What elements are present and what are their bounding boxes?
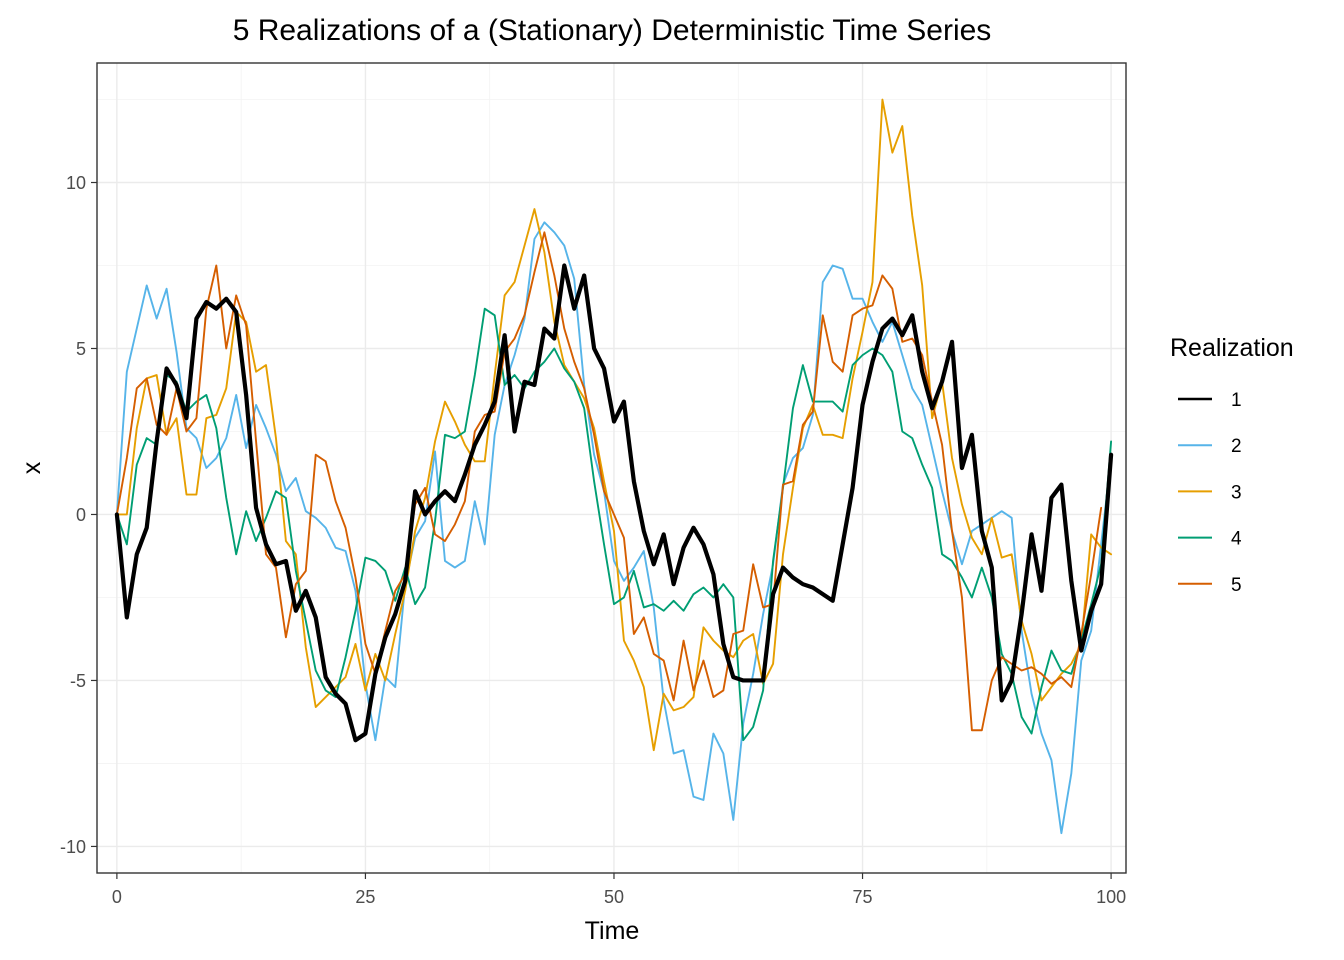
legend-label-2: 2 bbox=[1231, 436, 1242, 457]
legend: Realization 1 2 3 4 5 bbox=[1170, 334, 1294, 596]
legend-label-1: 1 bbox=[1231, 390, 1242, 411]
legend-label-5: 5 bbox=[1231, 575, 1242, 596]
legend-item-1: 1 bbox=[1178, 390, 1242, 411]
y-tick-label: -5 bbox=[70, 671, 86, 691]
x-tick-label: 25 bbox=[355, 887, 375, 907]
x-tick-label: 50 bbox=[604, 887, 624, 907]
legend-label-3: 3 bbox=[1231, 482, 1242, 503]
series-line-5 bbox=[115, 231, 1103, 732]
series-line-3 bbox=[115, 98, 1113, 752]
x-tick-label: 75 bbox=[853, 887, 873, 907]
y-tick-label: 10 bbox=[66, 173, 86, 193]
legend-item-3: 3 bbox=[1178, 482, 1242, 503]
y-tick-label: 5 bbox=[76, 339, 86, 359]
legend-label-4: 4 bbox=[1231, 529, 1242, 550]
axes: 0 25 50 75 100 -10 -5 0 5 10 bbox=[60, 173, 1126, 907]
series-line-4 bbox=[115, 307, 1113, 742]
legend-item-5: 5 bbox=[1178, 575, 1242, 596]
series-line-2 bbox=[115, 221, 1113, 835]
plot-panel-border bbox=[96, 62, 1127, 874]
series-lines bbox=[114, 98, 1114, 835]
x-tick-label: 0 bbox=[112, 887, 122, 907]
y-axis-title: x bbox=[18, 461, 46, 474]
legend-title: Realization bbox=[1170, 334, 1294, 362]
legend-item-4: 4 bbox=[1178, 529, 1242, 550]
x-axis-title: Time bbox=[585, 917, 640, 945]
legend-item-2: 2 bbox=[1178, 436, 1242, 457]
y-tick-label: -10 bbox=[60, 837, 86, 857]
x-tick-label: 100 bbox=[1096, 887, 1126, 907]
chart-title: 5 Realizations of a (Stationary) Determi… bbox=[233, 14, 992, 47]
series-line-1 bbox=[114, 263, 1114, 743]
y-tick-label: 0 bbox=[76, 505, 86, 525]
